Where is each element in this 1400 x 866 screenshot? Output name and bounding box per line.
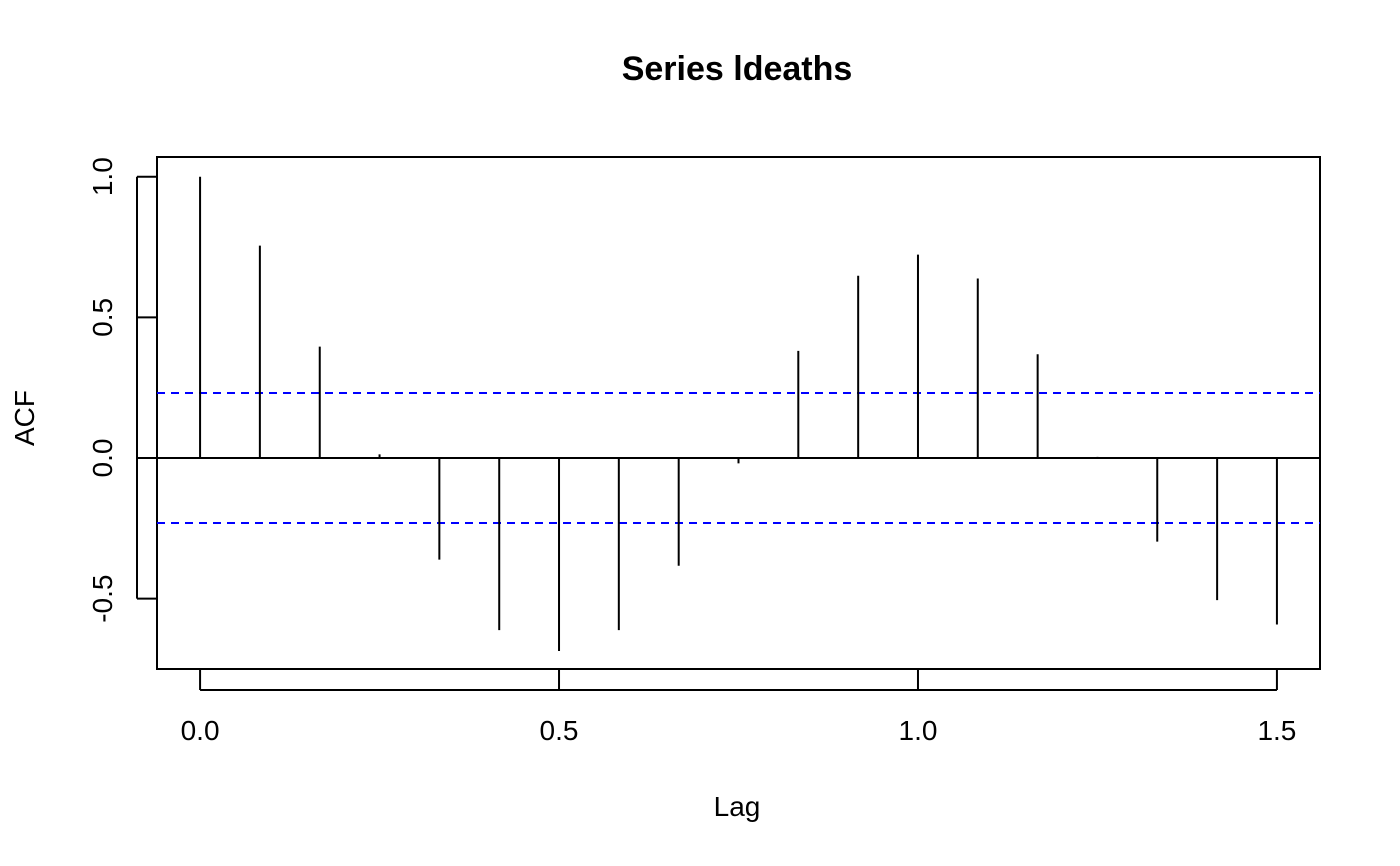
y-tick-label: -0.5 — [87, 575, 118, 623]
chart-title: Series ldeaths — [622, 50, 853, 88]
x-axis-label: Lag — [714, 791, 761, 822]
x-tick-label: 1.0 — [899, 715, 938, 746]
y-tick-label: 1.0 — [87, 157, 118, 196]
plot-layer: 0.0 0.5 1.0 1.5 -0.5 0.0 0.5 1.0 — [87, 156, 1321, 746]
x-tick-label: 0.0 — [181, 715, 220, 746]
y-axis-label: ACF — [9, 390, 40, 446]
x-tick-label: 0.5 — [540, 715, 579, 746]
y-tick-label: 0.0 — [87, 439, 118, 478]
y-tick-label: 0.5 — [87, 298, 118, 337]
x-tick-label: 1.5 — [1257, 715, 1296, 746]
plot-frame — [156, 156, 1321, 670]
